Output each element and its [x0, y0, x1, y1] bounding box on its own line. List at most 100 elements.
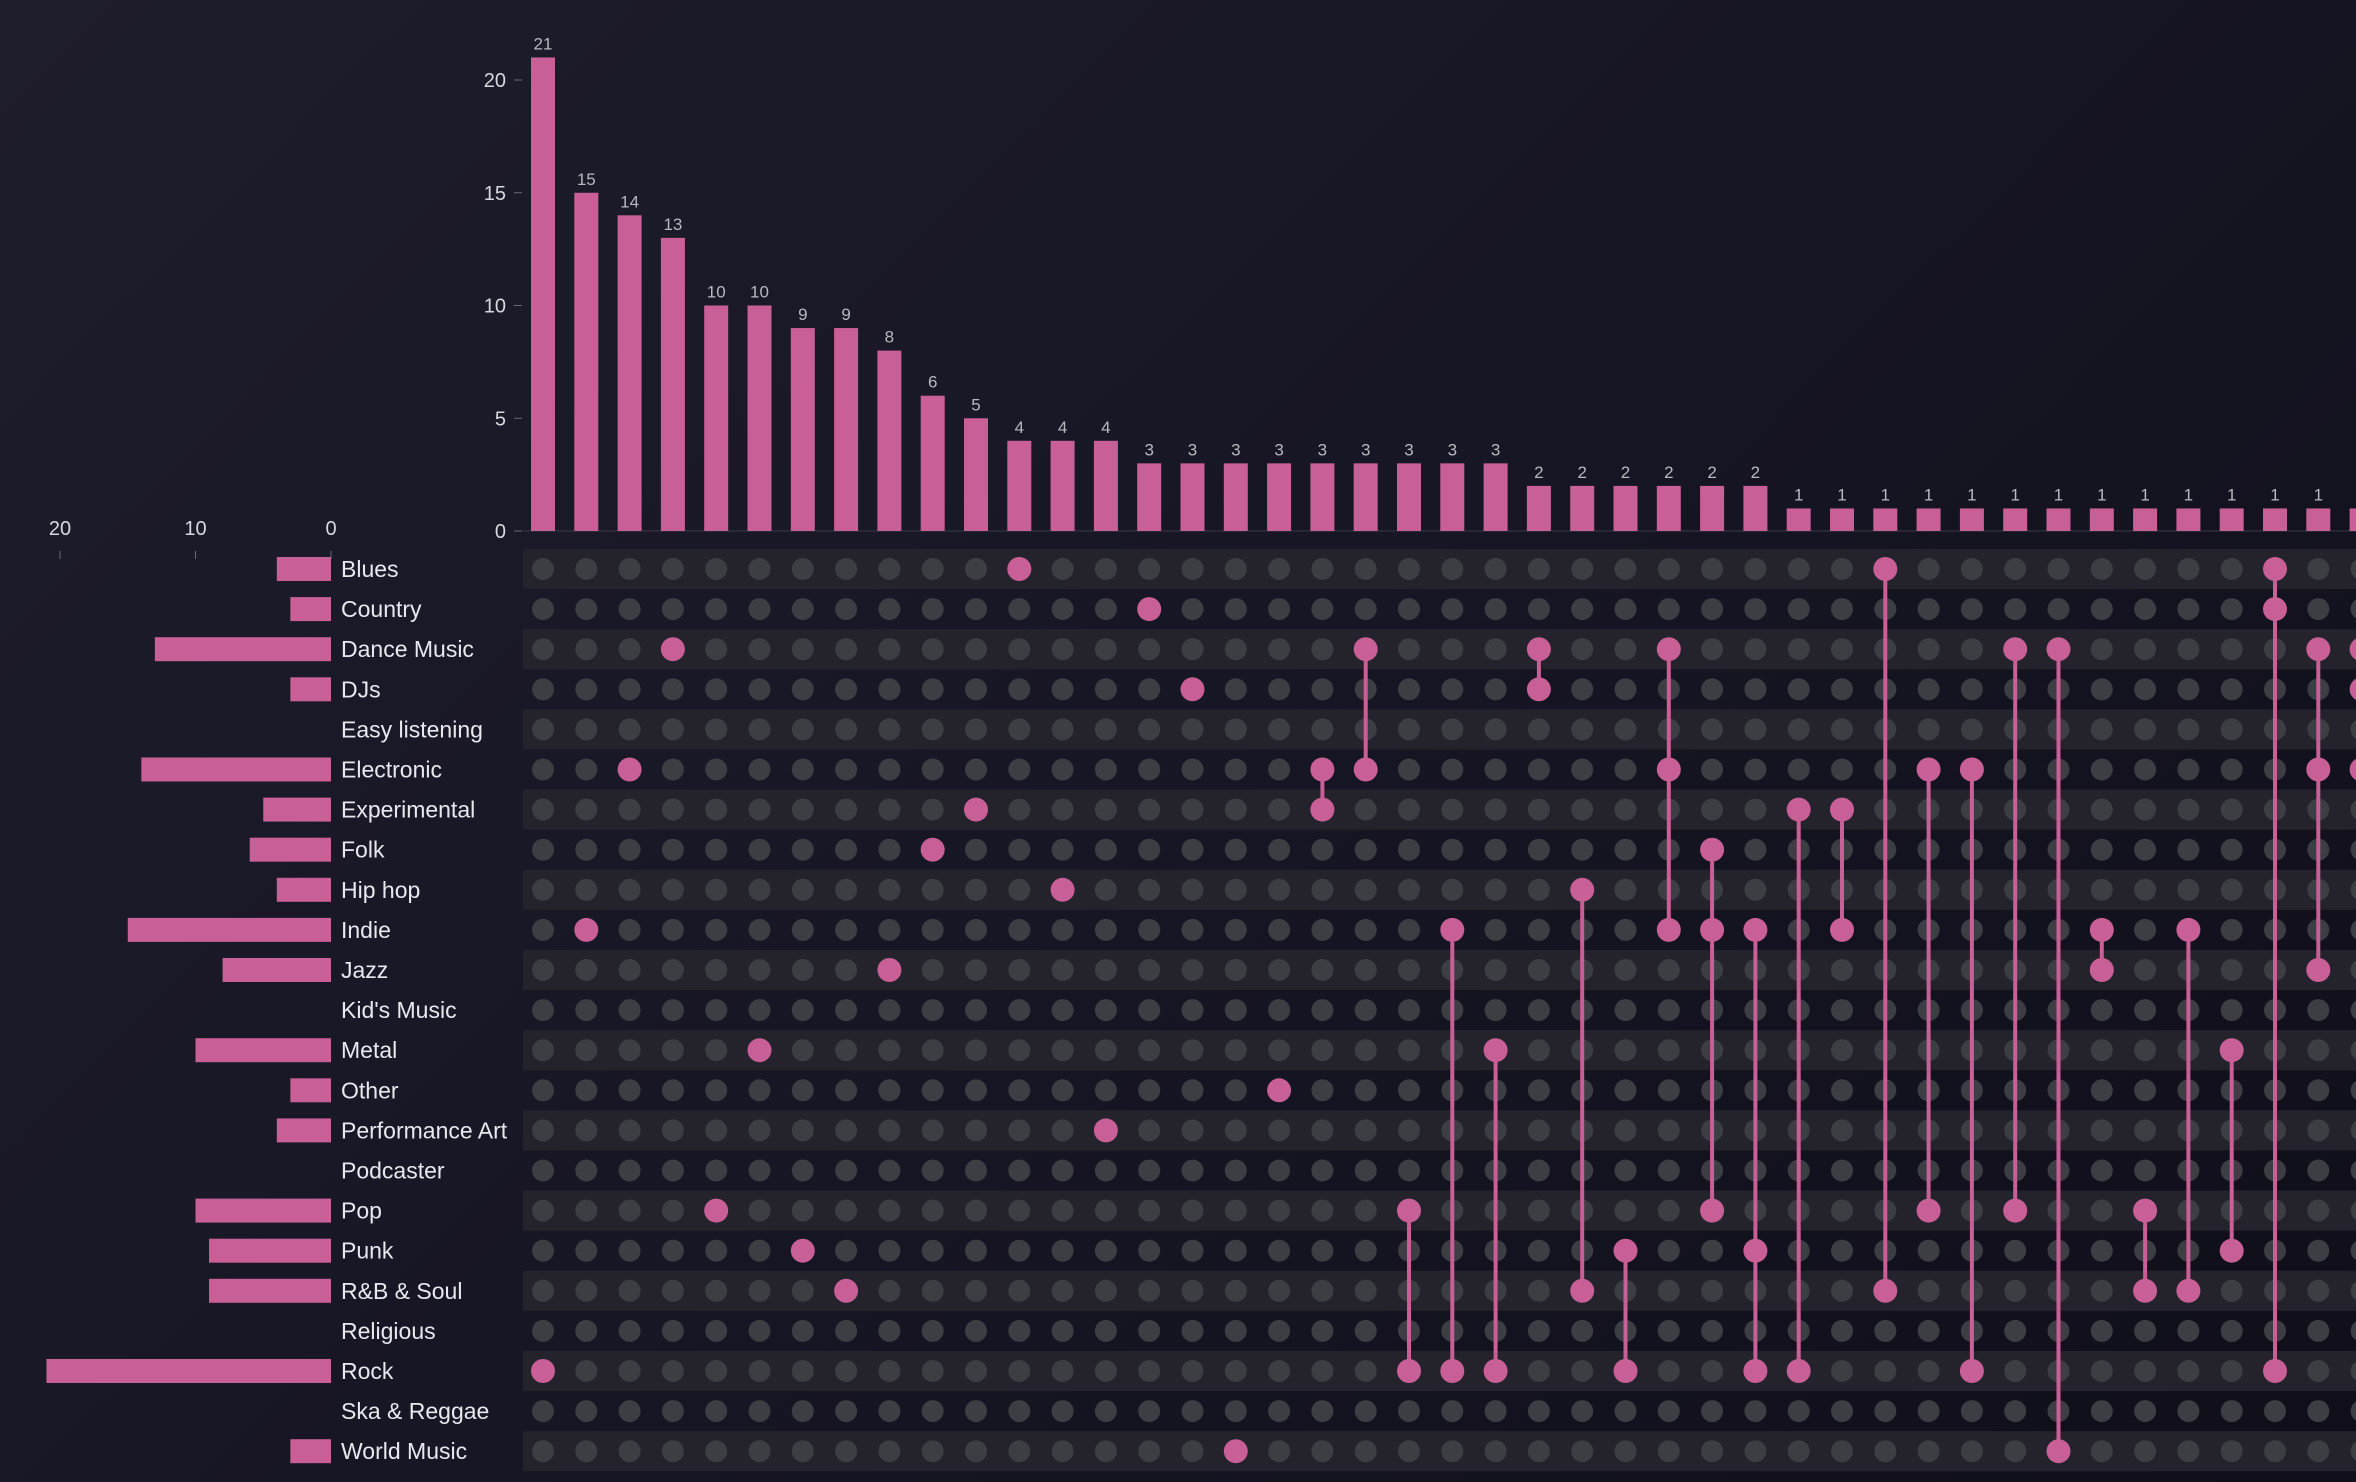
- set-size-bar[interactable]: [290, 677, 331, 702]
- intersection-bar[interactable]: [964, 418, 988, 531]
- matrix-dot-active[interactable]: [1180, 677, 1205, 702]
- matrix-dot-active[interactable]: [2089, 958, 2114, 982]
- intersection-bar[interactable]: [2089, 508, 2114, 531]
- matrix-dot-active[interactable]: [1873, 557, 1898, 581]
- set-size-bar[interactable]: [195, 1198, 332, 1223]
- set-size-bar[interactable]: [127, 917, 331, 942]
- matrix-dot-active[interactable]: [1483, 1038, 1508, 1063]
- intersection-bar[interactable]: [1483, 463, 1508, 531]
- set-size-bar[interactable]: [290, 597, 331, 622]
- matrix-dot-active[interactable]: [1223, 1439, 1248, 1464]
- matrix-dot-active[interactable]: [1353, 757, 1378, 782]
- matrix-dot-active[interactable]: [660, 637, 685, 662]
- matrix-dot-active[interactable]: [1137, 597, 1162, 622]
- intersection-bar[interactable]: [2176, 508, 2201, 531]
- intersection-bar[interactable]: [920, 395, 945, 531]
- matrix-dot-active[interactable]: [2263, 557, 2287, 581]
- set-size-bar[interactable]: [195, 1038, 332, 1063]
- matrix-dot-active[interactable]: [1526, 677, 1551, 702]
- matrix-dot-active[interactable]: [790, 1238, 815, 1263]
- intersection-bar[interactable]: [1613, 485, 1638, 531]
- set-size-bar[interactable]: [209, 1278, 331, 1303]
- set-size-bar[interactable]: [276, 1118, 331, 1143]
- intersection-bar[interactable]: [1830, 508, 1854, 531]
- intersection-bar[interactable]: [1397, 463, 1421, 531]
- intersection-bar[interactable]: [1223, 463, 1248, 531]
- matrix-dot-active[interactable]: [1916, 1198, 1941, 1223]
- matrix-dot-active[interactable]: [747, 1038, 772, 1063]
- intersection-bar[interactable]: [1180, 463, 1205, 531]
- intersection-bar[interactable]: [1786, 508, 1811, 531]
- intersection-bar[interactable]: [1353, 463, 1378, 531]
- matrix-dot-active[interactable]: [1743, 917, 1768, 942]
- matrix-dot-active[interactable]: [2176, 917, 2201, 942]
- matrix-dot-active[interactable]: [1093, 1118, 1118, 1143]
- matrix-dot-active[interactable]: [2349, 677, 2356, 701]
- matrix-dot-active[interactable]: [1613, 1359, 1638, 1383]
- intersection-bar[interactable]: [2349, 508, 2356, 531]
- matrix-dot-active[interactable]: [1700, 837, 1725, 862]
- intersection-bar[interactable]: [1310, 463, 1335, 531]
- matrix-dot-active[interactable]: [1959, 757, 1984, 782]
- matrix-dot-active[interactable]: [574, 917, 599, 942]
- matrix-dot-active[interactable]: [834, 1278, 859, 1303]
- intersection-bar[interactable]: [2219, 508, 2244, 531]
- intersection-bar[interactable]: [660, 237, 685, 531]
- matrix-dot-active[interactable]: [2306, 637, 2331, 662]
- matrix-dot-active[interactable]: [2263, 1359, 2287, 1383]
- intersection-bar[interactable]: [1440, 463, 1465, 531]
- matrix-dot-active[interactable]: [920, 837, 945, 862]
- matrix-dot-active[interactable]: [2089, 917, 2114, 942]
- matrix-dot-active[interactable]: [2133, 1198, 2158, 1223]
- matrix-dot-active[interactable]: [1310, 797, 1335, 822]
- intersection-bar[interactable]: [1700, 485, 1725, 531]
- matrix-dot-active[interactable]: [2219, 1038, 2244, 1063]
- matrix-dot-active[interactable]: [1483, 1359, 1508, 1383]
- matrix-dot-active[interactable]: [617, 757, 642, 782]
- matrix-dot-active[interactable]: [877, 958, 902, 982]
- set-size-bar[interactable]: [154, 637, 331, 662]
- matrix-dot-active[interactable]: [2349, 637, 2356, 661]
- matrix-dot-active[interactable]: [1786, 1359, 1811, 1383]
- set-size-bar[interactable]: [46, 1359, 331, 1383]
- matrix-dot-active[interactable]: [1613, 1238, 1638, 1263]
- set-size-bar[interactable]: [276, 877, 331, 902]
- matrix-dot-active[interactable]: [1526, 637, 1551, 662]
- matrix-dot-active[interactable]: [2263, 597, 2287, 622]
- intersection-bar[interactable]: [1873, 508, 1898, 531]
- matrix-dot-active[interactable]: [1656, 637, 1681, 662]
- intersection-bar[interactable]: [1959, 508, 1984, 531]
- matrix-dot-active[interactable]: [2046, 637, 2071, 662]
- matrix-dot-active[interactable]: [1786, 797, 1811, 822]
- matrix-dot-active[interactable]: [1397, 1359, 1421, 1383]
- matrix-dot-active[interactable]: [1570, 1278, 1595, 1303]
- matrix-dot-active[interactable]: [704, 1198, 729, 1223]
- matrix-dot-active[interactable]: [1743, 1359, 1768, 1383]
- intersection-bar[interactable]: [790, 328, 815, 531]
- intersection-bar[interactable]: [2046, 508, 2071, 531]
- matrix-dot-active[interactable]: [1267, 1078, 1292, 1103]
- set-size-bar[interactable]: [141, 757, 331, 782]
- matrix-dot-active[interactable]: [1440, 1359, 1465, 1383]
- set-size-bar[interactable]: [290, 1439, 331, 1464]
- matrix-dot-active[interactable]: [2349, 758, 2356, 782]
- set-size-bar[interactable]: [209, 1238, 331, 1263]
- intersection-bar[interactable]: [1916, 508, 1941, 531]
- intersection-bar[interactable]: [574, 192, 599, 531]
- matrix-dot-active[interactable]: [2306, 958, 2331, 982]
- matrix-dot-active[interactable]: [1959, 1359, 1984, 1383]
- intersection-bar[interactable]: [531, 57, 555, 531]
- matrix-dot-active[interactable]: [1830, 917, 1854, 942]
- matrix-dot-active[interactable]: [2003, 1198, 2028, 1223]
- matrix-dot-active[interactable]: [2133, 1278, 2158, 1303]
- intersection-bar[interactable]: [1050, 440, 1075, 531]
- intersection-bar[interactable]: [1743, 485, 1768, 531]
- matrix-dot-active[interactable]: [1440, 917, 1465, 942]
- intersection-bar[interactable]: [1007, 440, 1032, 531]
- intersection-bar[interactable]: [2003, 508, 2028, 531]
- matrix-dot-active[interactable]: [1397, 1198, 1421, 1223]
- matrix-dot-active[interactable]: [2306, 757, 2331, 782]
- set-size-bar[interactable]: [222, 958, 331, 982]
- matrix-dot-active[interactable]: [1353, 637, 1378, 662]
- matrix-dot-active[interactable]: [2176, 1278, 2201, 1303]
